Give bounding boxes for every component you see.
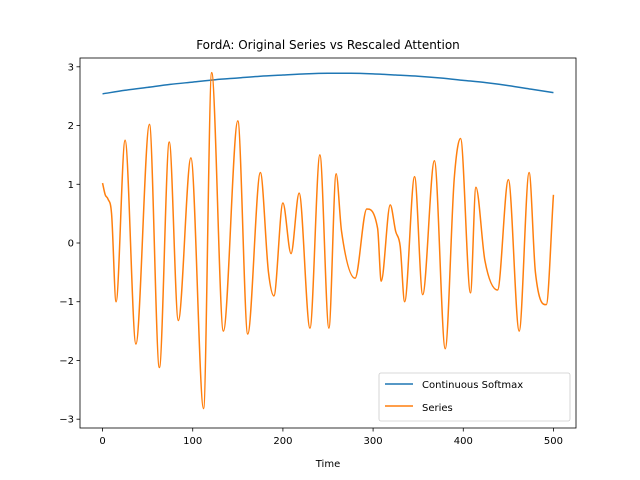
plot-lines [101,71,555,410]
legend-label-continuous-softmax: Continuous Softmax [422,380,523,391]
continuous-softmax-line [102,72,554,95]
y-tick-label: −2 [59,356,74,367]
y-tick-label: 0 [68,239,74,250]
x-tick-label: 400 [454,436,473,447]
y-axis: −3 −2 −1 0 1 2 3 [59,62,80,426]
y-tick-label: 2 [68,121,74,132]
legend-box [378,372,571,422]
y-tick-label: −3 [59,415,74,426]
x-tick-label: 500 [544,436,563,447]
x-tick-label: 100 [183,436,202,447]
legend-label-series: Series [422,403,453,414]
x-axis-label: Time [315,459,340,470]
legend: Continuous Softmax Series [378,372,571,422]
series-line [101,71,555,410]
y-tick-label: 3 [68,62,74,73]
y-tick-label: −1 [59,297,74,308]
y-tick-label: 1 [68,180,74,191]
x-tick-label: 0 [99,436,105,447]
chart-title: FordA: Original Series vs Rescaled Atten… [196,38,460,52]
x-tick-label: 200 [273,436,292,447]
x-axis: 0 100 200 300 400 500 [99,428,563,447]
x-tick-label: 300 [364,436,383,447]
